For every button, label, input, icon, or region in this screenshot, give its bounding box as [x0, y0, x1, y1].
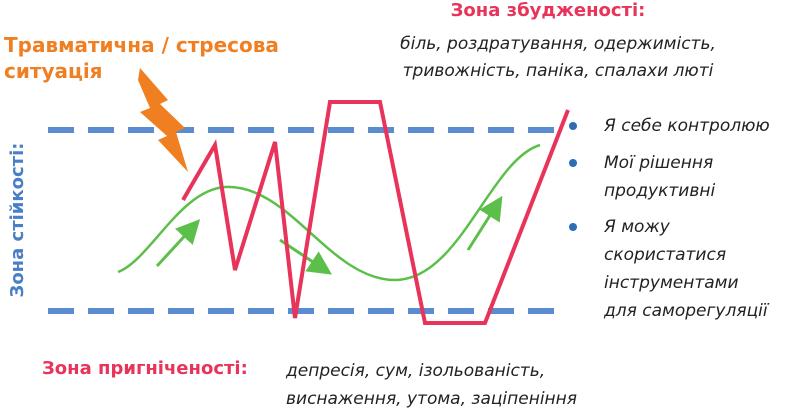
bullet-text: інструментами: [604, 273, 739, 293]
tolerance-wave: [117, 143, 541, 282]
arrow: [466, 195, 503, 251]
arousal-text: тривожність, паніка, спалахи люті: [403, 61, 714, 81]
bullet-text: для саморегуляції: [603, 301, 770, 321]
trigger-text: Травматична / стресова: [4, 33, 279, 57]
trigger-text: ситуація: [4, 59, 103, 83]
depression-text: виснаження, утома, заціпеніння: [286, 389, 577, 409]
stress-line: [181, 100, 570, 325]
lightning: [138, 68, 188, 172]
bullet-dot: [569, 159, 577, 167]
bullet-dot: [569, 122, 577, 130]
bullet-text: продуктивні: [604, 181, 715, 201]
arrow: [155, 219, 201, 268]
bullet-dot: [569, 223, 577, 231]
arousal-title: Зона збудженості:: [451, 0, 646, 21]
depression-title: Зона пригніченості:: [42, 358, 248, 379]
bullet-text: скористатися: [604, 245, 726, 265]
bullet-text: Мої рішення: [604, 153, 713, 173]
bullet-list: Я себе контролюю Мої рішення продуктивні Я …: [569, 116, 770, 321]
bullet-text: Я можу: [603, 217, 671, 237]
bullet-text: Я себе контролюю: [603, 116, 770, 136]
depression-text: депресія, сум, ізольованість,: [285, 361, 545, 381]
tolerance-title: Зона стійкості:: [7, 143, 28, 298]
arousal-text: біль, роздратування, одержимість,: [400, 34, 716, 54]
